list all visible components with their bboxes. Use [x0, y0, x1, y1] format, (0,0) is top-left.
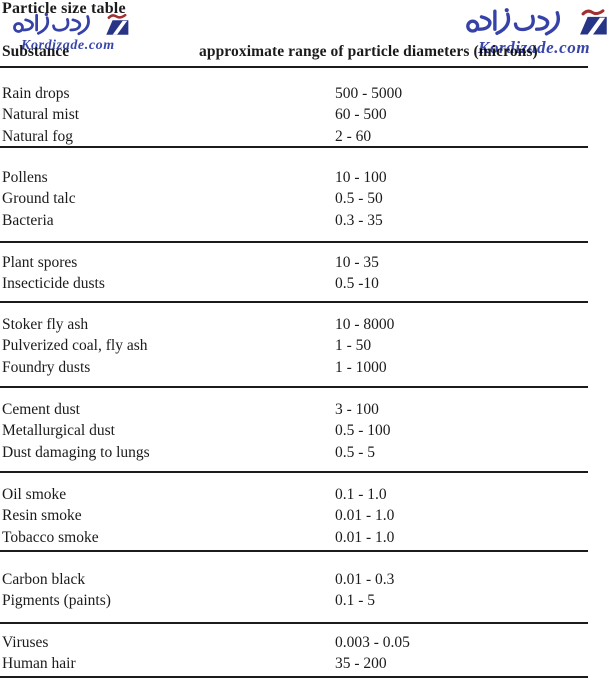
substance-cell: Plant spores	[2, 254, 78, 271]
range-cell: 0.01 - 1.0	[335, 507, 395, 525]
table-row: Carbon black 0.01 - 0.3	[0, 569, 588, 590]
range-cell: 60 - 500	[335, 106, 387, 124]
range-cell: 10 - 8000	[335, 316, 395, 333]
substance-cell: Natural fog	[2, 127, 74, 145]
substance-cell: Pigments (paints)	[2, 592, 111, 610]
substance-cell: Stoker fly ash	[2, 316, 89, 333]
substance-cell: Rain drops	[2, 85, 70, 102]
substance-cell: Bacteria	[2, 211, 54, 229]
table-row: Ground talc 0.5 - 50	[0, 188, 588, 209]
range-cell: 10 - 100	[335, 169, 387, 186]
substance-cell: Insecticide dusts	[2, 275, 105, 293]
substance-cell: Dust damaging to lungs	[2, 443, 150, 461]
table-group: Viruses 0.003 - 0.05 Human hair 35 - 200	[0, 624, 588, 678]
table-row: Dust damaging to lungs 0.5 - 5	[0, 442, 588, 463]
substance-cell: Pulverized coal, fly ash	[2, 337, 148, 355]
table-group: Plant spores 10 - 35 Insecticide dusts 0.5 …	[0, 243, 588, 303]
range-cell: 0.01 - 1.0	[335, 528, 395, 546]
range-cell: 0.5 - 50	[335, 190, 383, 208]
range-cell: 0.003 - 0.05	[335, 634, 410, 651]
substance-cell: Metallurgical dust	[2, 422, 115, 440]
range-cell: 0.1 - 1.0	[335, 486, 387, 503]
range-cell: 35 - 200	[335, 655, 387, 673]
substance-column-header: Substance	[2, 43, 70, 60]
table-group: Oil smoke 0.1 - 1.0 Resin smoke 0.01 - 1.0 T…	[0, 473, 588, 552]
table-row: Foundry dusts 1 - 1000	[0, 357, 588, 378]
substance-cell: Cement dust	[2, 401, 80, 418]
table-row: Stoker fly ash 10 - 8000	[0, 314, 588, 335]
range-cell: 0.5 - 5	[335, 443, 376, 461]
substance-cell: Human hair	[2, 655, 76, 673]
range-cell: 0.5 -10	[335, 275, 379, 293]
range-cell: 1 - 1000	[335, 358, 387, 376]
range-cell: 10 - 35	[335, 254, 379, 271]
substance-cell: Foundry dusts	[2, 358, 91, 376]
table-group: Stoker fly ash 10 - 8000 Pulverized coal, …	[0, 303, 588, 388]
substance-cell: Ground talc	[2, 190, 76, 208]
table-row: Cement dust 3 - 100	[0, 399, 588, 420]
table-row: Pulverized coal, fly ash 1 - 50	[0, 335, 588, 356]
table-row: Natural fog 2 - 60	[0, 126, 588, 147]
range-cell: 0.01 - 0.3	[335, 571, 395, 588]
table-row: Plant spores 10 - 35	[0, 252, 588, 273]
range-cell: 1 - 50	[335, 337, 372, 355]
table-group: Rain drops 500 - 5000 Natural mist 60 - 500…	[0, 67, 588, 148]
table-group: Pollens 10 - 100 Ground talc 0.5 - 50 Bacter…	[0, 148, 588, 243]
table-row: Resin smoke 0.01 - 1.0	[0, 505, 588, 526]
table-row: Pigments (paints) 0.1 - 5	[0, 590, 588, 611]
range-cell: 500 - 5000	[335, 85, 403, 102]
range-cell: 3 - 100	[335, 401, 379, 418]
range-cell: 2 - 60	[335, 127, 372, 145]
table-row: Insecticide dusts 0.5 -10	[0, 273, 588, 294]
table-row: Pollens 10 - 100	[0, 167, 588, 188]
substance-cell: Tobacco smoke	[2, 528, 99, 546]
range-column-header: approximate range of particle diameters …	[199, 43, 538, 60]
table-row: Metallurgical dust 0.5 - 100	[0, 420, 588, 441]
range-cell: 0.5 - 100	[335, 422, 391, 440]
substance-cell: Natural mist	[2, 106, 80, 124]
table-row: Rain drops 500 - 5000	[0, 83, 588, 104]
substance-cell: Resin smoke	[2, 507, 82, 525]
table-row: Natural mist 60 - 500	[0, 104, 588, 125]
substance-cell: Oil smoke	[2, 486, 67, 503]
substance-cell: Viruses	[2, 634, 49, 651]
substance-cell: Carbon black	[2, 571, 86, 588]
table-group: Cement dust 3 - 100 Metallurgical dust 0.5 …	[0, 388, 588, 473]
substance-cell: Pollens	[2, 169, 48, 186]
header-divider	[0, 66, 588, 68]
table-row: Tobacco smoke 0.01 - 1.0	[0, 527, 588, 548]
table-row: Viruses 0.003 - 0.05	[0, 632, 588, 653]
range-cell: 0.1 - 5	[335, 592, 376, 610]
table-header: Substance approximate range of particle …	[0, 43, 610, 65]
table-row: Bacteria 0.3 - 35	[0, 210, 588, 231]
table-group: Carbon black 0.01 - 0.3 Pigments (paints) 0…	[0, 552, 588, 624]
table-row: Oil smoke 0.1 - 1.0	[0, 484, 588, 505]
range-cell: 0.3 - 35	[335, 211, 383, 229]
table-row: Human hair 35 - 200	[0, 653, 588, 674]
